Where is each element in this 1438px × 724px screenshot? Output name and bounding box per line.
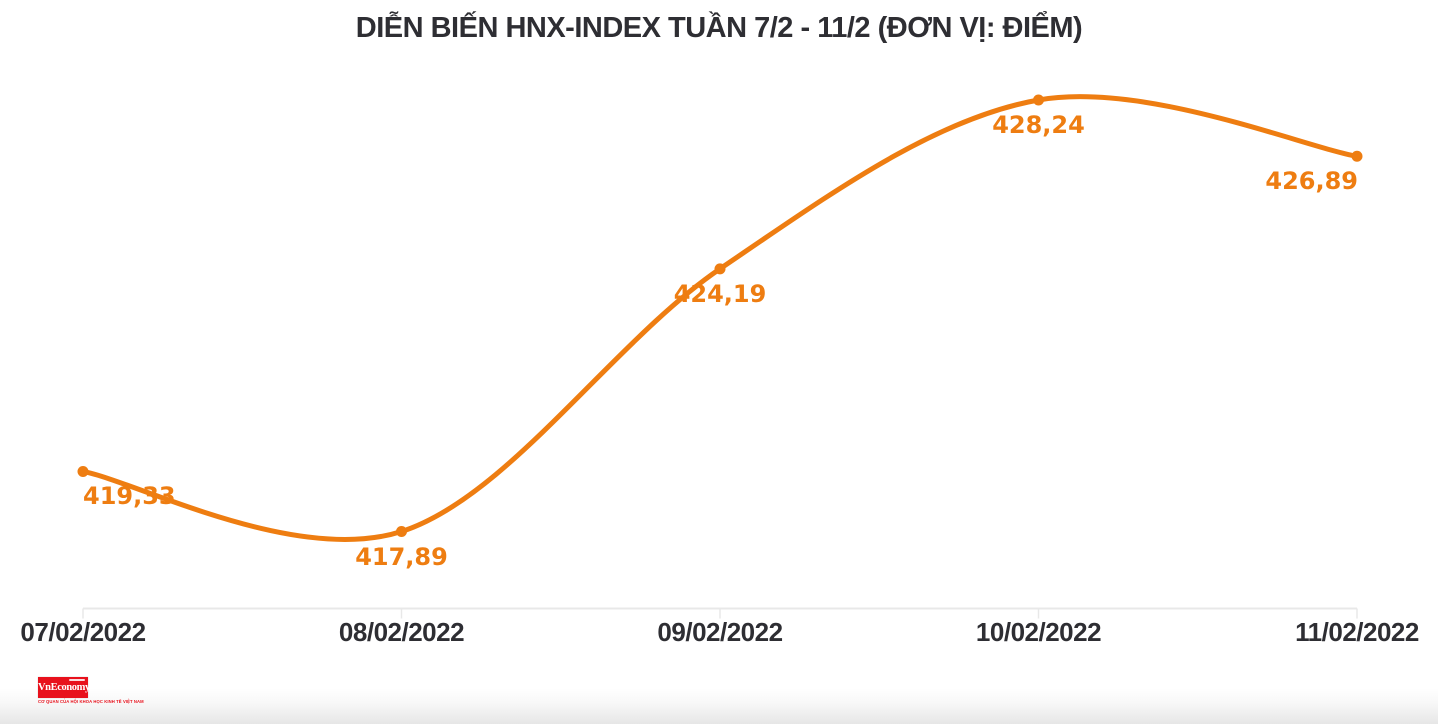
x-axis-label: 11/02/2022 [1295,617,1419,647]
vneconomy-logo: VnEconomy CƠ QUAN CỦA HỘI KHOA HỌC KINH … [38,677,144,704]
data-point-marker[interactable] [714,263,726,275]
vneconomy-logo-box: VnEconomy [38,677,90,698]
data-point-marker[interactable] [1351,150,1363,162]
data-point-label: 426,89 [1265,167,1358,196]
logo-topline-decoration [69,679,85,681]
chart-title: DIỄN BIẾN HNX-INDEX TUẦN 7/2 - 11/2 (ĐƠN… [355,12,1083,44]
line-series [80,94,1360,542]
x-axis-label: 09/02/2022 [657,617,783,647]
data-point-marker[interactable] [77,465,89,477]
data-point-label: 428,24 [992,111,1085,139]
x-axis-label: 08/02/2022 [338,617,465,647]
data-point-marker[interactable] [396,526,407,537]
x-axis-label: 07/02/2022 [20,617,146,647]
data-point-label: 419,33 [83,482,176,511]
data-point-marker[interactable] [1033,94,1044,106]
data-point-label: 424,19 [673,279,767,308]
vneconomy-logo-tagline: CƠ QUAN CỦA HỘI KHOA HỌC KINH TẾ VIỆT NA… [38,699,144,704]
x-axis-label: 10/02/2022 [975,617,1102,647]
vneconomy-logo-text: VnEconomy [38,682,90,693]
data-point-label: 417,89 [355,542,448,571]
